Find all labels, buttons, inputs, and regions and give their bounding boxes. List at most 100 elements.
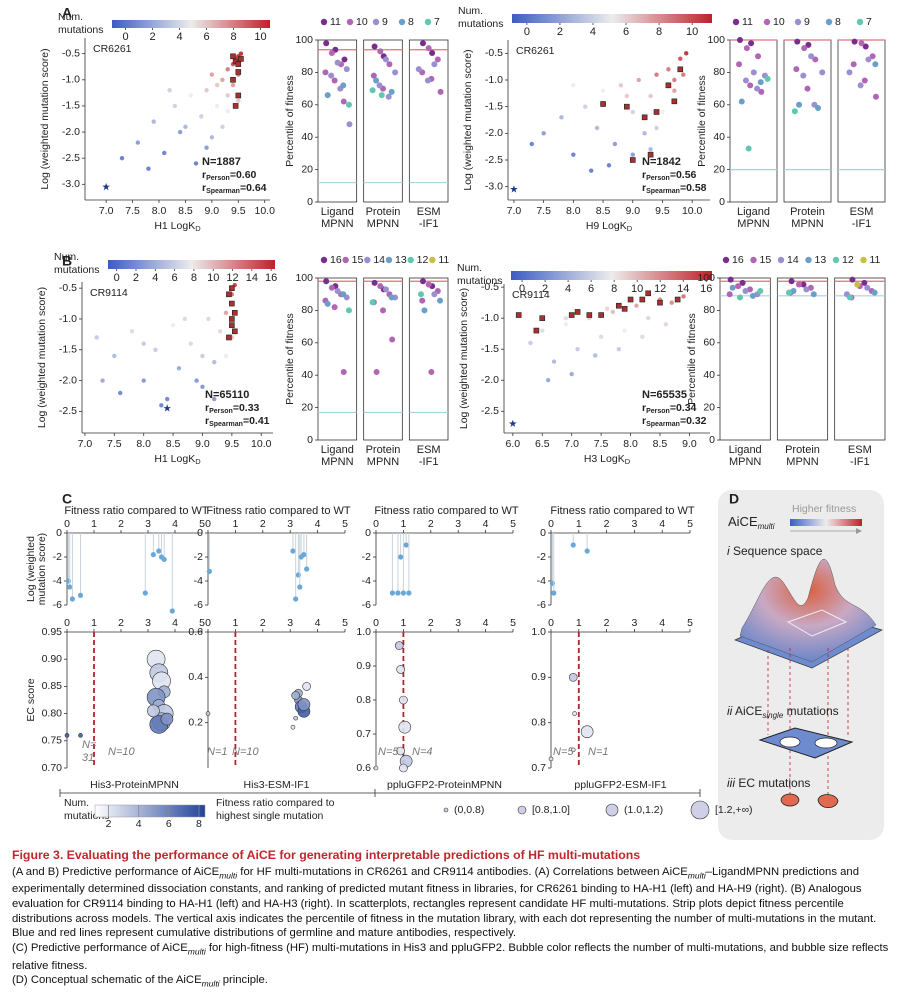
stat-val: =0.32 [680,415,707,427]
scatter-point [616,346,621,352]
strip-dot [746,286,753,293]
scatter-point [600,88,606,93]
legend-label: 11 [742,16,753,28]
panel-name: ppluGFP2-ESM-IF1 [574,779,666,791]
colorbar-label: mutations [458,18,504,30]
scatter-point [209,72,215,77]
subscript: multi [219,869,238,880]
y-tick-label: -0.5 [485,47,503,59]
strip-dot [862,43,869,50]
colorbar-tick-label: 16 [700,283,712,295]
legend-dot [398,18,406,26]
scatter-point [153,347,158,352]
strip-dot [328,72,335,79]
bubble [373,765,379,771]
candidate-mark [586,312,593,318]
stat-sym: r [642,402,646,414]
n-label: 31 [82,752,94,764]
axis-title: Fitness ratio compared to WT [374,505,519,517]
y-axis-label: EC score [25,678,37,721]
y-tick-label: 0 [197,527,203,539]
axis-title: Fitness ratio compared to WT [206,505,351,517]
n-label: N=5 [378,746,399,758]
bubble [570,747,576,753]
x-tick-label: 7.0 [507,205,522,217]
legend-label: 7 [866,16,872,28]
candidate-mark [232,328,238,335]
x-axis-label: H1 LogKD [154,220,201,233]
lollipop-dot [570,542,576,548]
category-label: ESM [417,206,441,218]
strip-dot [377,48,384,55]
category-label: MPNN [786,456,818,468]
y-tick-label: -0.5 [481,281,499,293]
strip-dot [388,88,395,95]
strip-dot [750,69,757,76]
y-tick-label: -4 [53,575,62,587]
strip-dot [324,92,331,99]
y-axis-label: Log (weighted mutation score) [36,287,48,428]
legend-label: 9 [804,16,810,28]
y-tick-label: 100 [707,34,725,46]
strip-dot [745,145,752,152]
stat-sym: r [642,169,646,181]
x-tick-label: 4 [172,617,178,629]
scatter-point [223,310,229,316]
legend-dot [777,256,785,264]
y-tick-label: -4 [194,575,203,587]
scatter-point [141,378,146,383]
strip-dot [755,53,762,60]
category-label: MPNN [321,218,353,230]
scatter-point [182,316,188,322]
x-tick-label: 9.5 [225,438,240,450]
scatter-point [220,124,225,130]
strip-dot [377,283,384,290]
colorbar-tick-label: 6 [203,31,209,43]
candidate-mark [229,316,235,322]
x-tick-label: 4 [659,617,665,629]
strip-dot [800,281,807,288]
scatter-point [223,353,229,359]
strip-dot [424,77,431,84]
category-label: Ligand [321,444,354,456]
colorbar-tick-label: 10 [254,31,266,43]
colorbar-label: mutations [54,264,100,276]
scatter-point [541,131,546,136]
strip-dot [437,88,444,95]
scatter-point [225,93,230,98]
strip-dot [851,38,858,45]
strip-dot [861,279,868,286]
scatter-point [669,300,674,305]
caption-title: Figure 3. Evaluating the performance of … [12,848,641,862]
y-tick-label: 0 [56,527,62,539]
legend-label: 8 [835,16,841,28]
x-tick-label: 9.5 [655,205,670,217]
strip-dot [369,87,376,94]
category-label: MPNN [367,456,399,468]
aice-sub: multi [758,522,775,531]
strip-dot [747,82,754,89]
colorbar-tick-label: 0 [114,272,120,284]
strip-dot [864,284,871,291]
x-tick-label: 2 [260,518,266,530]
legend-dot [732,18,740,26]
y-tick-label: 40 [301,369,313,381]
candidate-mark [657,299,663,306]
category-label: MPNN [321,456,353,468]
lollipop-dot [169,608,175,614]
candidate-mark [621,306,628,312]
stat-val: =0.64 [240,182,267,194]
y-tick-label: -2.5 [485,154,503,166]
stat-sym: r [205,402,209,414]
strip-dot [795,281,802,288]
y-tick-label: -2.0 [485,127,503,139]
strip-dot [808,53,815,60]
step-part: single [762,711,783,720]
x-tick-label: 9.0 [205,205,220,217]
legend-dot [424,18,432,26]
strip-dot [428,368,435,375]
y-tick-label: 0 [709,434,715,446]
strip-dot [872,93,879,100]
stat-r: rPerson=0.56 [642,169,697,182]
y-tick-label: -2.0 [59,374,77,386]
